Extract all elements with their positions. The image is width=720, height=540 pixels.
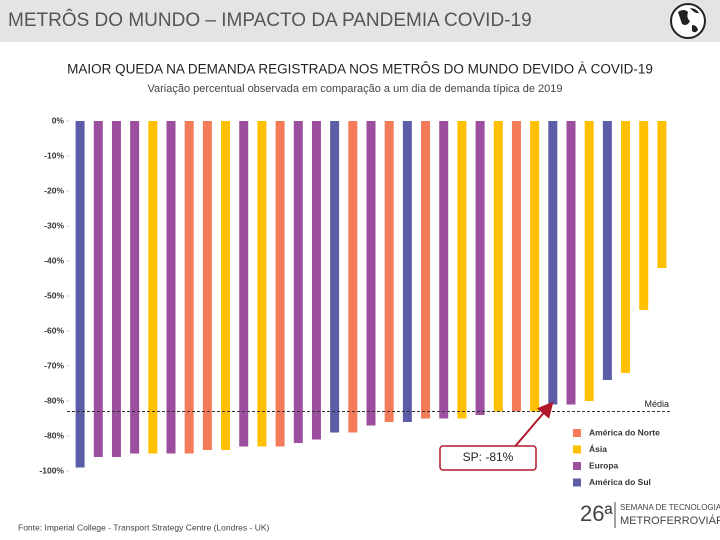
annotation-box bbox=[439, 445, 537, 471]
bar bbox=[584, 121, 594, 401]
logo: 26ª SEMANA DE TECNOLOGIA METROFERROVIÁRI… bbox=[580, 501, 720, 528]
bar bbox=[221, 121, 231, 450]
chart-subtitle: Variação percentual observada em compara… bbox=[147, 83, 562, 95]
header-band bbox=[0, 0, 720, 42]
bar bbox=[475, 121, 485, 415]
y-tick-label: -10% bbox=[44, 150, 64, 160]
bar bbox=[421, 121, 431, 419]
bar bbox=[148, 121, 158, 454]
y-tick-label: -60% bbox=[44, 325, 64, 335]
bar bbox=[384, 121, 394, 422]
bar bbox=[602, 121, 612, 380]
bar bbox=[348, 121, 358, 433]
bar bbox=[548, 121, 558, 405]
logo-number: 26ª bbox=[580, 501, 613, 526]
legend-label: América do Sul bbox=[589, 477, 651, 487]
annotation-text: SP: -81% bbox=[463, 450, 514, 464]
legend-swatch bbox=[573, 445, 581, 454]
bar bbox=[130, 121, 140, 454]
bar bbox=[439, 121, 449, 419]
bar bbox=[75, 121, 85, 468]
y-tick-label: -20% bbox=[44, 185, 64, 195]
header-title: METRÔS DO MUNDO – IMPACTO DA PANDEMIA CO… bbox=[8, 9, 532, 31]
bar bbox=[621, 121, 631, 373]
bar bbox=[311, 121, 321, 440]
y-tick-label: -70% bbox=[44, 360, 64, 370]
bar bbox=[457, 121, 467, 419]
legend-swatch bbox=[573, 478, 581, 487]
y-tick-label: -40% bbox=[44, 255, 64, 265]
legend-label: América do Norte bbox=[589, 427, 660, 437]
bar bbox=[639, 121, 649, 310]
bar bbox=[257, 121, 267, 447]
bar bbox=[402, 121, 412, 422]
bar bbox=[239, 121, 249, 447]
y-tick-label: -100% bbox=[39, 465, 64, 475]
y-tick-label: -50% bbox=[44, 290, 64, 300]
bar bbox=[202, 121, 212, 450]
legend-swatch bbox=[573, 429, 581, 437]
bar bbox=[493, 121, 503, 412]
bar bbox=[366, 121, 376, 426]
bar bbox=[657, 121, 667, 268]
bar bbox=[330, 121, 340, 433]
legend-label: Ásia bbox=[589, 444, 607, 454]
bar bbox=[111, 121, 121, 457]
bar bbox=[166, 121, 176, 454]
bar bbox=[275, 121, 285, 447]
bar bbox=[566, 121, 576, 405]
bar bbox=[184, 121, 194, 454]
y-tick-label: -80% bbox=[44, 430, 64, 440]
annotation-arrow bbox=[511, 401, 554, 451]
chart-title: MAIOR QUEDA NA DEMANDA REGISTRADA NOS ME… bbox=[67, 62, 653, 77]
bar bbox=[530, 121, 540, 412]
bar bbox=[93, 121, 103, 457]
legend-swatch bbox=[573, 462, 581, 470]
legend-label: Europa bbox=[589, 460, 619, 470]
logo-line1: SEMANA DE TECNOLOGIA bbox=[620, 503, 720, 512]
bar bbox=[293, 121, 303, 443]
source: Fonte: Imperial College - Transport Stra… bbox=[18, 522, 269, 532]
reference-label: Média bbox=[644, 399, 669, 409]
y-tick-label: 0% bbox=[52, 115, 65, 125]
y-tick-label: -30% bbox=[44, 220, 64, 230]
y-tick-label: -80% bbox=[44, 395, 64, 405]
globe-icon bbox=[670, 3, 706, 39]
logo-line2: METROFERROVIÁRIA bbox=[620, 514, 720, 527]
bar bbox=[511, 121, 521, 412]
